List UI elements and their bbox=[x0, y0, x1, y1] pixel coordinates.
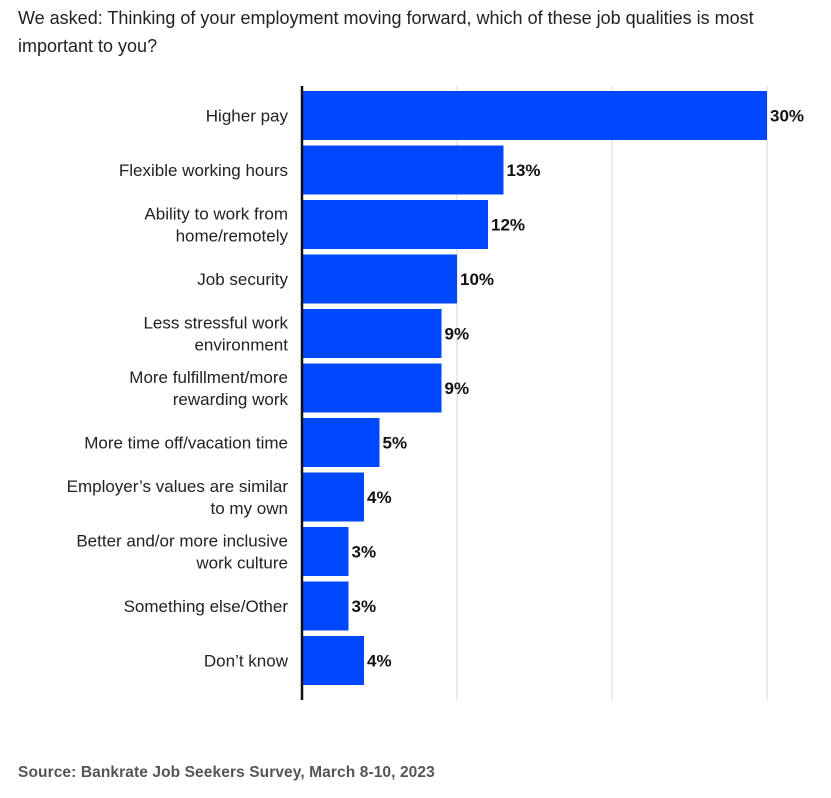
category-label-10: Something else/Other bbox=[124, 597, 289, 616]
category-label-6: More fulfillment/more rewarding work bbox=[129, 368, 288, 409]
category-label-2: Flexible working hours bbox=[119, 161, 288, 180]
bar-5 bbox=[303, 309, 442, 358]
bar-8 bbox=[303, 472, 364, 522]
category-label-3: Ability to work from home/remotely bbox=[144, 205, 288, 246]
bar-7 bbox=[303, 418, 380, 467]
category-label-9: Better and/or more inclusive work culture bbox=[76, 532, 288, 573]
source-note: Source: Bankrate Job Seekers Survey, Mar… bbox=[18, 764, 435, 781]
value-label-3: 12% bbox=[491, 216, 525, 235]
category-label-4: Job security bbox=[197, 270, 288, 289]
value-label-5: 9% bbox=[445, 325, 470, 344]
value-label-7: 5% bbox=[383, 434, 408, 453]
value-label-6: 9% bbox=[445, 379, 470, 398]
value-label-8: 4% bbox=[367, 488, 392, 507]
value-label-2: 13% bbox=[507, 161, 541, 180]
chart-question: We asked: Thinking of your employment mo… bbox=[18, 8, 754, 56]
category-label-5: Less stressful work environment bbox=[143, 314, 288, 355]
bar-3 bbox=[303, 200, 488, 249]
category-label-7: More time off/vacation time bbox=[84, 434, 288, 453]
bar-4 bbox=[303, 254, 457, 304]
value-label-10: 3% bbox=[352, 597, 377, 616]
bar-9 bbox=[303, 527, 349, 576]
value-label-9: 3% bbox=[352, 543, 377, 562]
value-label-1: 30% bbox=[770, 107, 804, 126]
bar-10 bbox=[303, 581, 349, 631]
value-label-4: 10% bbox=[460, 270, 494, 289]
category-label-1: Higher pay bbox=[206, 107, 289, 126]
category-label-11: Don’t know bbox=[204, 652, 289, 671]
bar-11 bbox=[303, 636, 364, 685]
value-label-11: 4% bbox=[367, 652, 392, 671]
category-label-8: Employer’s values are similar to my own bbox=[67, 477, 289, 518]
bar-6 bbox=[303, 363, 442, 413]
bar-1 bbox=[303, 91, 767, 140]
bar-chart: 30% Higher pay 13% Flexible working hours 12… bbox=[67, 86, 804, 700]
bar-2 bbox=[303, 145, 504, 195]
